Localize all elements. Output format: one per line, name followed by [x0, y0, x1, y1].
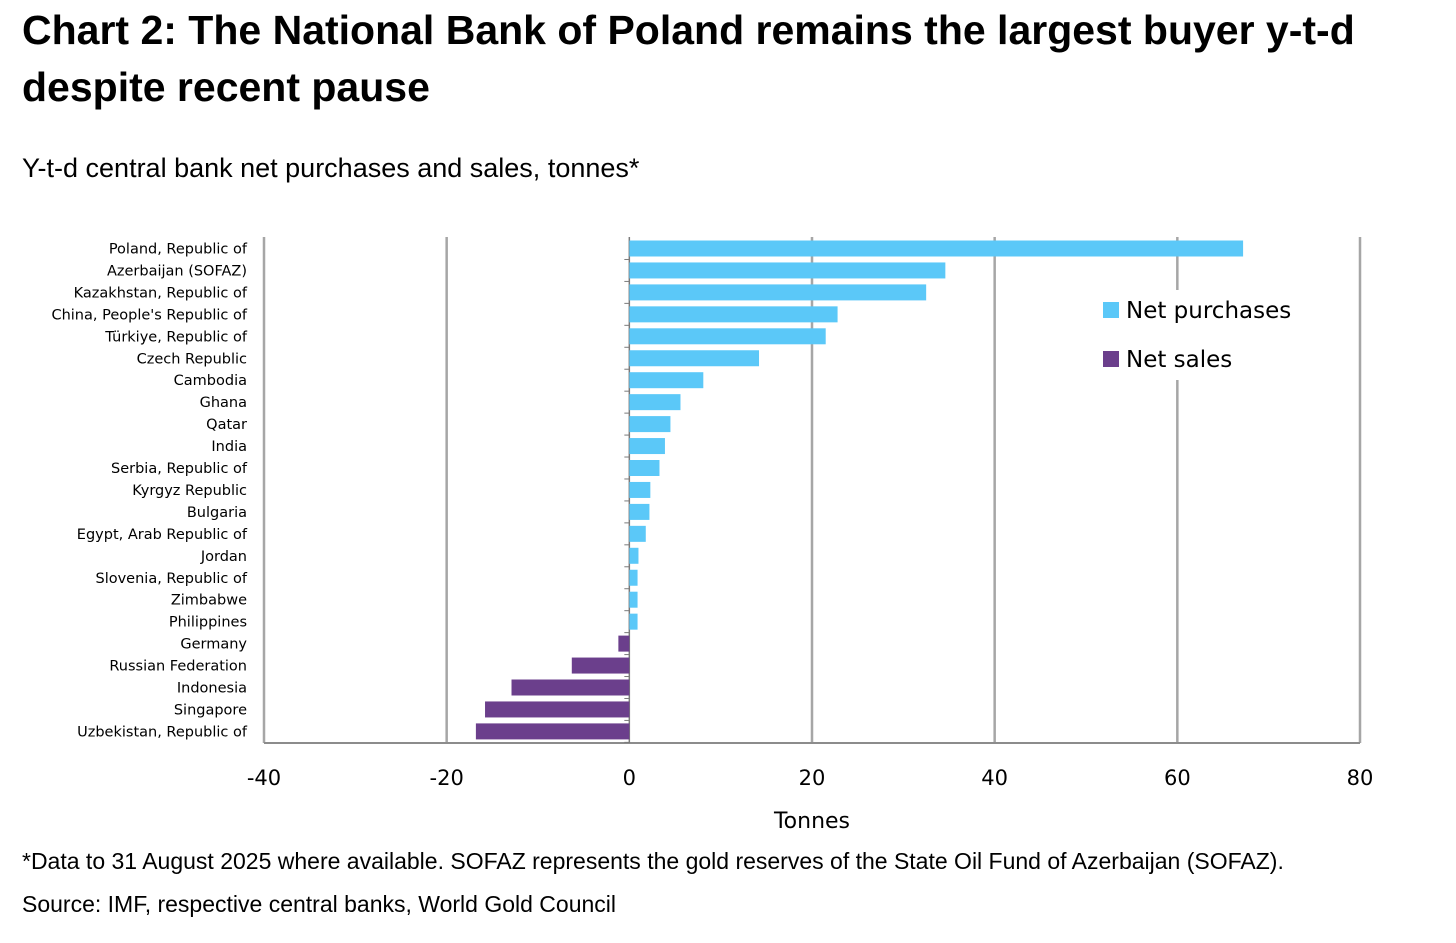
x-axis-title: Tonnes — [773, 809, 850, 834]
bar-net-purchase — [629, 547, 639, 564]
category-label: Ghana — [200, 395, 247, 411]
bar-net-sale — [511, 679, 630, 696]
bar-net-purchase — [629, 591, 638, 608]
bar-net-purchase — [629, 503, 650, 520]
category-label: Qatar — [206, 417, 247, 433]
bar-net-purchase — [629, 569, 638, 586]
bar-net-purchase — [629, 328, 826, 345]
category-label: China, People's Republic of — [51, 307, 247, 323]
bar-net-purchase — [629, 481, 651, 498]
legend-label-sales: Net sales — [1126, 347, 1232, 373]
x-tick-label: 40 — [981, 766, 1008, 790]
x-tick-label: 0 — [623, 766, 636, 790]
category-label: Bulgaria — [187, 505, 247, 521]
bar-net-purchase — [629, 372, 704, 389]
bar-net-sale — [571, 657, 630, 674]
bar-net-sale — [475, 723, 630, 740]
x-tick-label: -40 — [247, 766, 281, 790]
category-label: Azerbaijan (SOFAZ) — [107, 263, 247, 279]
bar-net-sale — [485, 701, 630, 718]
bar-net-sale — [618, 635, 630, 652]
category-label: Poland, Republic of — [109, 242, 248, 258]
chart-subtitle: Y-t-d central bank net purchases and sal… — [22, 153, 640, 183]
legend-swatch-sales — [1103, 351, 1119, 367]
chart-source: Source: IMF, respective central banks, W… — [22, 891, 616, 917]
category-label: Uzbekistan, Republic of — [77, 724, 248, 740]
x-tick-label: 80 — [1347, 766, 1374, 790]
x-tick-label: 60 — [1164, 766, 1191, 790]
category-label: Russian Federation — [109, 659, 247, 675]
category-label: India — [211, 439, 247, 455]
category-label: Singapore — [174, 702, 247, 718]
chart-title: Chart 2: The National Bank of Poland rem… — [22, 7, 1355, 110]
bar-net-purchase — [629, 394, 681, 411]
bar-net-purchase — [629, 416, 671, 433]
category-label: Slovenia, Republic of — [96, 571, 248, 587]
bar-net-purchase — [629, 460, 660, 476]
category-label: Türkiye, Republic of — [104, 329, 248, 345]
category-label: Kyrgyz Republic — [132, 483, 247, 499]
bar-net-purchase — [629, 262, 946, 279]
category-label: Serbia, Republic of — [111, 461, 248, 477]
bar-net-purchase — [629, 525, 646, 542]
bar-net-purchase — [629, 306, 838, 323]
category-label: Egypt, Arab Republic of — [77, 527, 248, 543]
x-tick-label: -20 — [430, 766, 464, 790]
category-label: Philippines — [169, 615, 247, 631]
category-label: Cambodia — [174, 373, 247, 389]
bar-net-purchase — [629, 284, 927, 301]
category-label: Zimbabwe — [171, 593, 247, 609]
bar-net-purchase — [629, 350, 760, 367]
legend-label-purchases: Net purchases — [1126, 298, 1291, 324]
chart-area: Poland, Republic of Azerbaijan (SOFAZ) Kaz… — [0, 200, 1456, 850]
category-label: Jordan — [200, 549, 247, 565]
bar-chart: Poland, Republic of Azerbaijan (SOFAZ) Kaz… — [51, 237, 1374, 834]
category-label: Kazakhstan, Republic of — [74, 285, 248, 301]
bar-net-purchase — [629, 240, 1244, 257]
chart-footnote: *Data to 31 August 2025 where available.… — [22, 848, 1284, 874]
legend-swatch-purchases — [1103, 302, 1119, 318]
legend-background — [1095, 290, 1295, 380]
bar-net-purchase — [629, 438, 665, 455]
category-label: Germany — [180, 637, 247, 653]
x-tick-label: 20 — [799, 766, 826, 790]
bar-net-purchase — [629, 613, 638, 630]
category-label: Indonesia — [177, 681, 247, 697]
category-label: Czech Republic — [137, 351, 247, 367]
